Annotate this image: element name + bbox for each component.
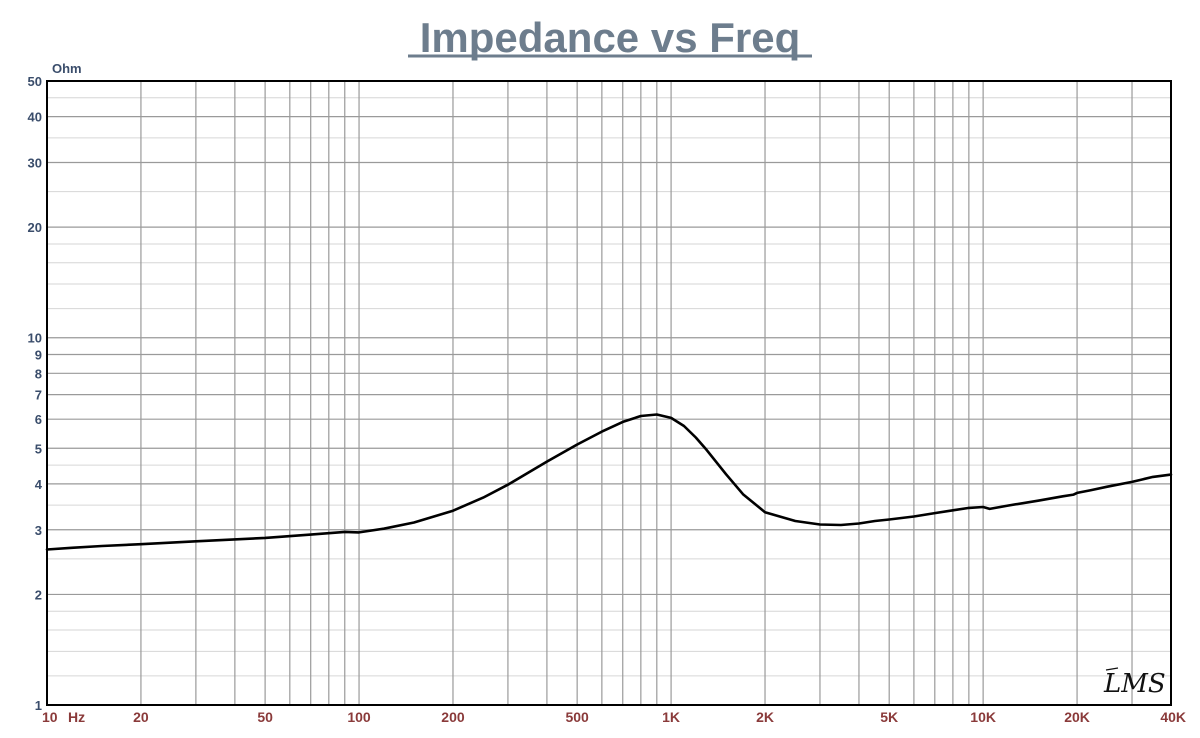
y-tick-label: 5 (35, 441, 42, 456)
y-tick-label: 6 (35, 412, 42, 427)
x-tick-label: 50 (257, 709, 273, 725)
lms-logo: LMS (1103, 667, 1166, 699)
y-axis-unit: Ohm (52, 61, 82, 76)
y-tick-label: 50 (28, 74, 42, 89)
x-tick-label: 10K (970, 709, 996, 725)
y-tick-label: 8 (35, 366, 42, 381)
plot-frame (46, 80, 1172, 706)
x-axis-ticks: 10 20 50 100 200 500 1K 2K 5K 10K 20K 40K (42, 709, 1186, 725)
x-tick-label: 2K (756, 709, 774, 725)
x-tick-label: 5K (880, 709, 898, 725)
lms-logo-stroke (1105, 667, 1119, 671)
x-tick-label: 40K (1160, 709, 1186, 725)
y-tick-label: 30 (28, 155, 42, 170)
x-tick-label: 200 (441, 709, 465, 725)
x-axis-unit: Hz (68, 709, 85, 725)
x-tick-label: 10 (42, 709, 58, 725)
x-tick-label: 500 (565, 709, 589, 725)
grid-minor (47, 97, 1171, 677)
y-tick-label: 3 (35, 523, 42, 538)
x-tick-label: 1K (662, 709, 680, 725)
impedance-curve (45, 413, 1173, 551)
y-tick-label: 7 (35, 388, 42, 403)
y-tick-label: 10 (28, 331, 42, 346)
y-tick-label: 4 (35, 477, 43, 492)
y-tick-label: 2 (35, 587, 42, 602)
chart-title: Impedance vs Freq (420, 14, 800, 61)
x-tick-label: 100 (347, 709, 371, 725)
y-tick-label: 9 (35, 348, 42, 363)
y-tick-label: 40 (28, 110, 42, 125)
x-tick-label: 20 (133, 709, 149, 725)
y-axis-ticks: 1 2 3 4 5 6 7 8 9 10 20 30 40 50 (28, 74, 43, 713)
x-tick-label: 20K (1064, 709, 1090, 725)
y-tick-label: 1 (35, 698, 42, 713)
lms-logo-text: LMS (1103, 669, 1166, 699)
grid-major (47, 81, 1171, 705)
y-tick-label: 20 (28, 220, 42, 235)
